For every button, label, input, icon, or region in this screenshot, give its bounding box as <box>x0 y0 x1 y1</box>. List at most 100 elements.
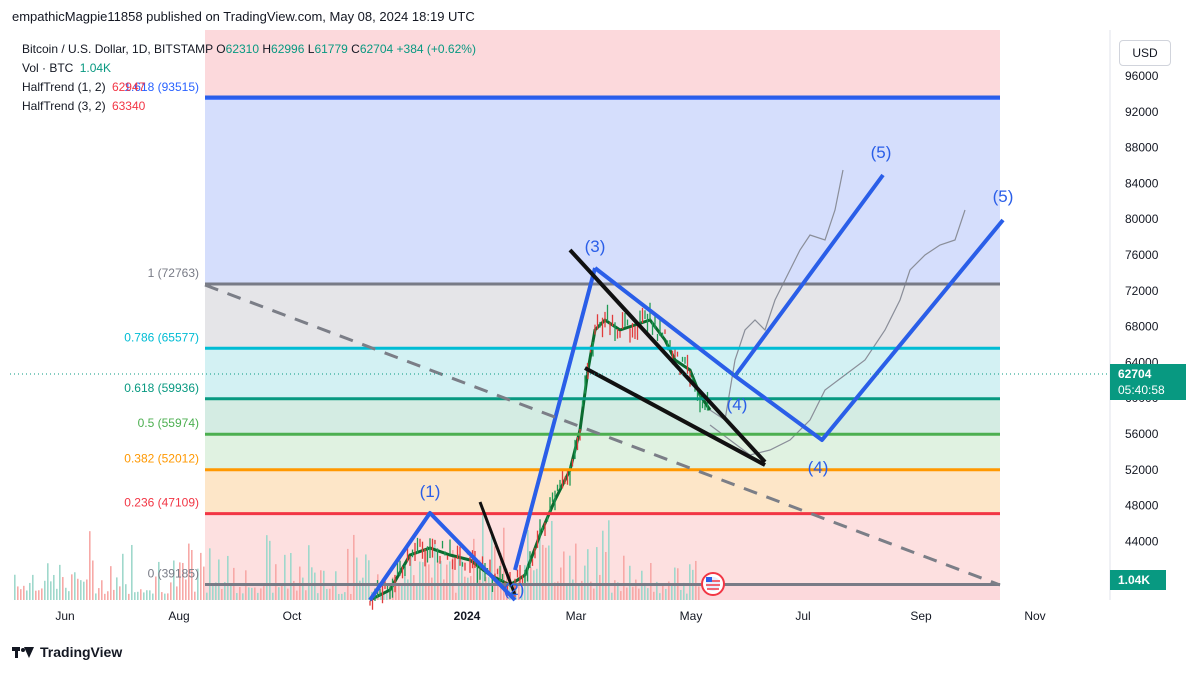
fib-retracement-bands <box>205 30 1000 600</box>
legend-halftrend-1-row: HalfTrend (1, 2) 62947 <box>22 78 476 97</box>
fib-label: 0.618 (59936) <box>124 381 199 395</box>
volume-bar <box>140 589 142 600</box>
volume-bar <box>113 589 115 600</box>
volume-bar <box>179 562 181 600</box>
volume-bar <box>143 592 145 600</box>
volume-bar <box>92 560 94 600</box>
volume-bar <box>269 540 271 600</box>
volume-bar <box>266 535 268 600</box>
volume-bar <box>26 590 28 600</box>
volume-bar <box>464 576 466 600</box>
volume-bar <box>578 583 580 600</box>
volume-bar <box>74 572 76 600</box>
chart-legend: Bitcoin / U.S. Dollar, 1D, BITSTAMP O623… <box>22 40 476 116</box>
halftrend-2-label[interactable]: HalfTrend (3, 2) <box>22 99 106 113</box>
volume-bar <box>656 581 658 600</box>
halftrend-1-label[interactable]: HalfTrend (1, 2) <box>22 80 106 94</box>
volume-bar <box>146 590 148 600</box>
volume-bar <box>32 574 34 600</box>
fib-band <box>205 98 1000 284</box>
fib-label: 0.786 (65577) <box>124 330 199 344</box>
footer-brand[interactable]: TradingView <box>12 644 122 660</box>
volume-bar <box>332 585 334 600</box>
wave-line <box>368 511 517 602</box>
legend-halftrend-2-row: HalfTrend (3, 2) 63340 <box>22 97 476 116</box>
fib-label: 0.382 (52012) <box>124 452 199 466</box>
high-label: H <box>262 42 272 56</box>
volume-bar <box>584 565 586 600</box>
volume-bar <box>431 577 433 600</box>
volume-bar <box>197 568 199 600</box>
chart-area[interactable]: 0 (39185) 0.236 (47109) 0.382 (52012) 0.5 (… <box>10 30 1190 630</box>
time-tick-label: Mar <box>566 609 587 623</box>
volume-bar <box>638 588 640 600</box>
volume-bar <box>341 593 343 600</box>
volume-bar <box>551 520 553 600</box>
volume-bar <box>476 560 478 600</box>
channel-lower-line <box>584 366 766 467</box>
volume-bar <box>29 582 31 600</box>
volume-bar <box>452 550 454 600</box>
wave-line <box>513 267 597 571</box>
volume-bar <box>425 549 427 600</box>
fib-level-labels: 0 (39185) 0.236 (47109) 0.382 (52012) 0.5 (… <box>124 80 199 580</box>
volume-value: 1.04K <box>79 61 112 75</box>
volume-bar <box>296 590 298 600</box>
volume-bar <box>509 577 511 600</box>
volume-bar <box>347 548 349 600</box>
volume-bar <box>188 543 190 600</box>
price-chart[interactable]: 0 (39185) 0.236 (47109) 0.382 (52012) 0.5 (… <box>10 30 1190 630</box>
volume-bar <box>164 593 166 600</box>
fib-band <box>205 469 1000 514</box>
volume-bar <box>176 586 178 600</box>
volume-bar <box>611 592 613 600</box>
price-tick-label: 96000 <box>1125 69 1159 83</box>
time-tick-label: Jul <box>795 609 810 623</box>
volume-bar <box>605 551 607 600</box>
volume-bar <box>62 577 64 600</box>
wave-drawings[interactable] <box>204 95 1005 602</box>
volume-bar <box>50 581 52 600</box>
volume-bar <box>209 548 211 600</box>
volume-bar <box>626 587 628 600</box>
currency-button[interactable]: USD <box>1119 40 1171 66</box>
volume-bar <box>368 560 370 600</box>
projection-line-2 <box>709 209 966 456</box>
price-badge-value: 62704 <box>1118 367 1152 381</box>
volume-bar <box>557 581 559 600</box>
volume-bar <box>281 583 283 600</box>
volume-bar <box>80 580 82 600</box>
volume-bar <box>212 586 214 600</box>
us-flag-icon[interactable] <box>701 572 725 596</box>
volume-bar <box>47 563 49 600</box>
wave-label: (1) <box>420 482 441 501</box>
time-tick-label: May <box>680 609 703 623</box>
volume-bar <box>326 588 328 600</box>
tradingview-brand-text: TradingView <box>40 644 123 660</box>
volume-bar <box>596 547 598 600</box>
volume-bar <box>293 580 295 600</box>
volume-bar <box>449 561 451 600</box>
fib-band <box>205 398 1000 435</box>
volume-bar <box>257 592 259 600</box>
symbol-title[interactable]: Bitcoin / U.S. Dollar, 1D, BITSTAMP <box>22 42 213 56</box>
volume-bar <box>566 584 568 600</box>
open-value: 62310 <box>225 42 260 56</box>
volume-bar <box>305 590 307 600</box>
volume-bar <box>350 593 352 600</box>
volume-bar <box>248 587 250 600</box>
fib-band <box>205 434 1000 470</box>
volume-bar <box>419 561 421 600</box>
volume-bar <box>668 581 670 600</box>
volume-label[interactable]: Vol · BTC <box>22 61 74 75</box>
volume-bar <box>44 580 46 600</box>
volume-bar <box>242 593 244 600</box>
volume-bar <box>137 591 139 600</box>
volume-bar <box>458 553 460 600</box>
volume-bar <box>569 555 571 600</box>
volume-bar <box>689 564 691 600</box>
volume-bar <box>413 575 415 600</box>
volume-bar <box>317 593 319 600</box>
volume-bar <box>629 565 631 600</box>
volume-bar <box>659 593 661 600</box>
